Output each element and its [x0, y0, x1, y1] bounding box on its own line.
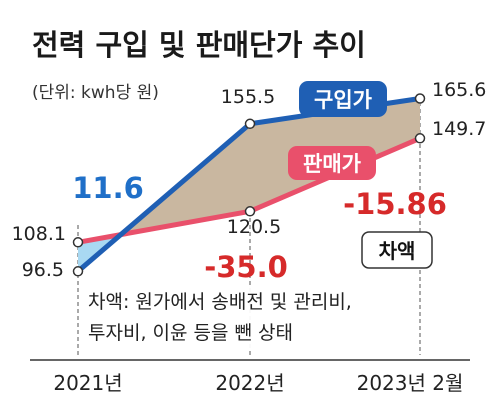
legend-label-판매가: 판매가: [303, 152, 362, 176]
x-tick-label-2022: 2022년: [215, 371, 284, 395]
annotation-line-1: 차액: 원가에서 송배전 및 관리비,: [88, 291, 352, 313]
annotation-box: 차액: 원가에서 송배전 및 관리비, 투자비, 이윤 등을 뺀 상태: [82, 286, 412, 348]
data-point-구입가-2: [414, 93, 426, 104]
data-point-판매가-0: [72, 237, 84, 248]
difference-badge: 차액: [361, 231, 433, 269]
data-point-판매가-1: [244, 206, 256, 217]
data-points: [72, 93, 426, 277]
value-label-판매가-2022: 120.5: [227, 216, 281, 238]
chart-title: 전력 구입 및 판매단가 추이: [32, 28, 366, 62]
legend-tag-판매가: 판매가: [288, 146, 376, 180]
value-label-판매가-2021: 108.1: [12, 223, 66, 245]
difference-badge-label: 차액: [379, 239, 416, 263]
legend-label-구입가: 구입가: [314, 88, 373, 112]
value-label-구입가-2022: 155.5: [221, 86, 275, 108]
data-point-구입가-1: [244, 118, 256, 130]
value-label-판매가-2023: 149.7: [432, 118, 486, 140]
negative-difference-area: [120, 98, 420, 235]
x-tick-label-2021: 2021년: [53, 371, 122, 395]
legend-tag-구입가: 구입가: [299, 81, 387, 117]
annotation-line-2: 투자비, 이윤 등을 뺀 상태: [88, 322, 293, 344]
difference-label-2021: 11.6: [72, 171, 144, 205]
unit-label: (단위: kwh당 원): [32, 83, 159, 103]
difference-label-2022: -35.0: [204, 250, 288, 284]
x-tick-label-2023: 2023년 2월: [357, 371, 464, 395]
value-label-구입가-2021: 96.5: [22, 259, 64, 281]
data-point-판매가-2: [414, 133, 426, 144]
data-point-구입가-0: [72, 266, 84, 277]
difference-label-2023: -15.86: [343, 187, 447, 221]
value-label-구입가-2023: 165.6: [432, 79, 486, 101]
